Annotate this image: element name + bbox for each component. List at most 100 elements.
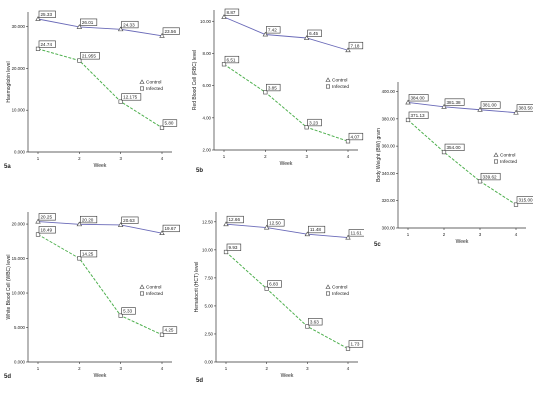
series-line-infected xyxy=(223,63,349,142)
data-label: 19.67 xyxy=(165,226,177,231)
legend-control-icon xyxy=(139,284,145,289)
legend-infected-icon xyxy=(494,159,499,164)
control-point xyxy=(441,104,447,109)
y-axis-title: Haemoglobin level xyxy=(6,61,12,102)
x-tick-label: 3 xyxy=(119,156,122,161)
infected-point xyxy=(159,125,165,130)
infected-point xyxy=(77,256,82,261)
legend-label: Infected xyxy=(146,86,163,92)
legend-control-icon xyxy=(325,77,331,82)
data-label-box xyxy=(444,143,465,151)
data-label-box xyxy=(308,225,326,234)
x-tick-label: 2 xyxy=(443,232,446,237)
control-point xyxy=(303,35,310,40)
control-point xyxy=(117,222,124,227)
data-label-box xyxy=(121,93,142,101)
legend-infected-icon xyxy=(326,84,331,89)
panel-label: 5d xyxy=(4,374,11,380)
infected-point xyxy=(77,58,82,63)
y-tick-label: 4.00 xyxy=(202,115,211,120)
data-label-box xyxy=(162,27,180,35)
control-point xyxy=(35,218,41,224)
data-label-box xyxy=(121,20,139,29)
infected-point xyxy=(159,332,165,337)
control-point xyxy=(76,24,83,29)
data-label-box xyxy=(80,18,98,26)
y-axis-title: Red Blood Cell (RBC) level xyxy=(192,50,198,110)
x-tick-label: 4 xyxy=(347,154,350,159)
data-label: 3.63 xyxy=(310,319,319,324)
data-label: 1.73 xyxy=(351,342,360,347)
data-label: 6.51 xyxy=(227,57,236,62)
y-axis-title: Body Weight (BW) gram xyxy=(376,128,382,182)
y-tick-label: 360.00 xyxy=(382,144,396,149)
control-point xyxy=(159,230,165,236)
data-label: 354.00 xyxy=(447,145,461,150)
data-label: 315.00 xyxy=(519,198,533,203)
x-tick-label: 3 xyxy=(479,232,482,237)
data-label: 18.49 xyxy=(41,228,53,233)
data-label: 3.85 xyxy=(268,85,277,90)
chart-5e-svg: 0.00 2.50 5.00 7.50 10.00 12.50 1 2 3 4 Week Hemato… xyxy=(194,212,364,384)
data-label-box xyxy=(226,243,242,251)
y-tick-label: 20.000 xyxy=(12,222,26,227)
legend-infected-icon xyxy=(140,86,145,91)
data-label-box xyxy=(224,55,240,64)
data-label-box xyxy=(80,215,98,224)
x-axis-title: Week xyxy=(94,373,107,379)
data-label: 21.955 xyxy=(82,54,96,59)
panel-label: 5d xyxy=(196,378,203,384)
y-tick-label: 0.000 xyxy=(14,360,26,365)
y-tick-label: 340.00 xyxy=(382,171,396,176)
legend-label: Control xyxy=(332,285,347,291)
x-tick-label: 3 xyxy=(305,154,308,159)
data-label-box xyxy=(348,41,364,50)
y-tick-label: 0.00 xyxy=(204,360,213,365)
control-point xyxy=(345,47,351,53)
data-label-box xyxy=(266,83,281,92)
data-label: 12.66 xyxy=(229,217,241,222)
data-label: 7.18 xyxy=(351,43,360,48)
control-point xyxy=(117,26,124,32)
y-tick-label: 12.50 xyxy=(202,219,214,224)
chart-5d-svg: 0.000 5.000 10.000 15.000 20.000 1 2 3 4 Week Whit… xyxy=(4,212,180,380)
series-line-control xyxy=(37,221,163,234)
y-tick-label: 5.00 xyxy=(204,303,213,308)
data-label-box xyxy=(224,8,240,16)
series-line-control xyxy=(223,16,349,51)
data-label: 20.20 xyxy=(82,217,94,222)
panel-label: 5b xyxy=(196,168,203,174)
data-label-box xyxy=(38,10,56,18)
data-label-box xyxy=(267,280,282,288)
y-tick-label: 10.000 xyxy=(12,291,26,296)
control-point xyxy=(345,234,351,240)
infected-point xyxy=(223,249,229,255)
series-line-infected xyxy=(37,234,163,336)
x-axis-title: Week xyxy=(456,239,469,245)
x-tick-label: 2 xyxy=(265,366,268,371)
data-label-box xyxy=(121,307,136,315)
data-label-box xyxy=(308,318,323,326)
data-label: 6.45 xyxy=(309,31,318,36)
y-tick-label: 20.000 xyxy=(12,66,26,71)
y-axis-title: Hematocrit (HCT) level xyxy=(194,262,200,313)
panel-label: 5c xyxy=(374,242,381,248)
infected-point xyxy=(441,149,447,155)
control-point xyxy=(159,33,165,38)
data-label: 5.33 xyxy=(123,309,132,314)
infected-point xyxy=(35,46,41,51)
chart-panel-5e: 0.00 2.50 5.00 7.50 10.00 12.50 1 2 3 4 Week Hemato… xyxy=(192,198,364,400)
chart-5a-svg: 0.000 10.000 20.000 30.000 1 2 3 4 Week Haemoglob… xyxy=(4,10,180,170)
x-axis-title: Week xyxy=(280,161,293,167)
data-label-box xyxy=(480,172,501,181)
panel-label: 5a xyxy=(4,164,11,170)
x-tick-label: 1 xyxy=(37,156,40,161)
data-label-box xyxy=(226,215,244,224)
legend-infected-icon xyxy=(326,291,331,296)
y-tick-label: 320.00 xyxy=(382,198,396,203)
legend-label: Control xyxy=(146,80,161,86)
data-label-box xyxy=(408,111,429,119)
data-label-box xyxy=(162,224,180,233)
x-tick-label: 1 xyxy=(37,366,40,371)
infected-point xyxy=(118,313,123,318)
